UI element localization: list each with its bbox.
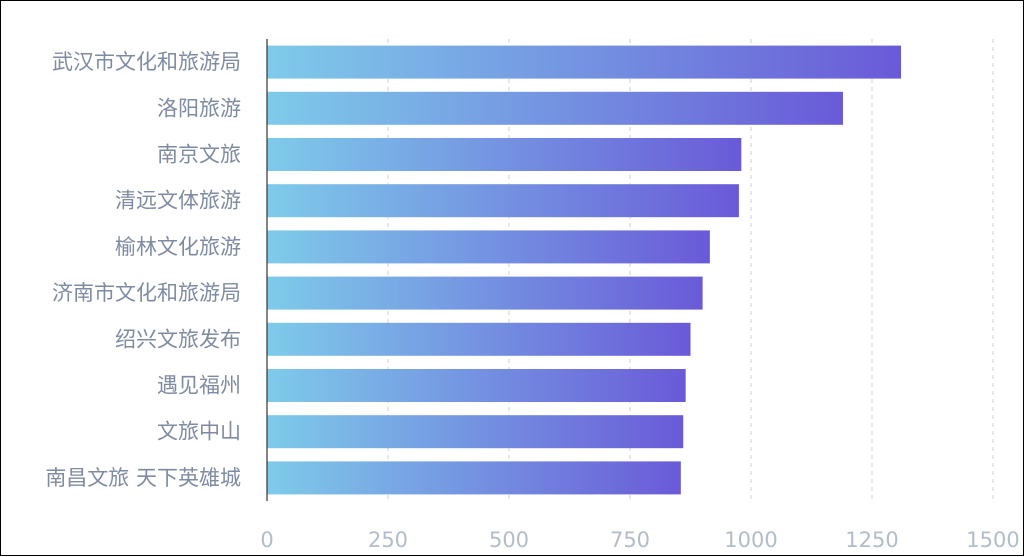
category-label: 南昌文旅 天下英雄城 bbox=[45, 466, 241, 490]
x-tick-label: 1500 bbox=[966, 528, 1019, 552]
category-label: 绍兴文旅发布 bbox=[115, 327, 241, 351]
category-label: 武汉市文化和旅游局 bbox=[52, 50, 241, 74]
x-tick-label: 1000 bbox=[724, 528, 777, 552]
bar bbox=[267, 369, 686, 402]
bar bbox=[267, 415, 684, 449]
bars bbox=[267, 45, 902, 495]
bar bbox=[267, 322, 691, 356]
x-tick-label: 250 bbox=[368, 528, 408, 552]
bar bbox=[267, 138, 742, 171]
bar bbox=[267, 184, 739, 218]
tick-labels: 0 250 500 750 1000 1250 1500 bbox=[260, 528, 1019, 552]
x-tick-label: 500 bbox=[489, 528, 529, 552]
category-label: 南京文旅 bbox=[157, 143, 241, 167]
x-tick-label: 750 bbox=[610, 528, 650, 552]
category-labels: 武汉市文化和旅游局洛阳旅游南京文旅清远文体旅游榆林文化旅游济南市文化和旅游局绍兴… bbox=[45, 50, 241, 490]
category-label: 文旅中山 bbox=[157, 420, 241, 444]
x-tick-label: 1250 bbox=[845, 528, 898, 552]
bar bbox=[267, 230, 710, 264]
bar bbox=[267, 91, 843, 125]
category-label: 榆林文化旅游 bbox=[115, 235, 241, 259]
category-label: 洛阳旅游 bbox=[157, 96, 241, 120]
category-label: 清远文体旅游 bbox=[115, 189, 241, 213]
bar bbox=[267, 45, 902, 79]
category-label: 济南市文化和旅游局 bbox=[52, 281, 241, 305]
x-tick-label: 0 bbox=[260, 528, 273, 552]
category-label: 遇见福州 bbox=[157, 374, 241, 398]
bar bbox=[267, 461, 681, 495]
bar bbox=[267, 276, 703, 310]
